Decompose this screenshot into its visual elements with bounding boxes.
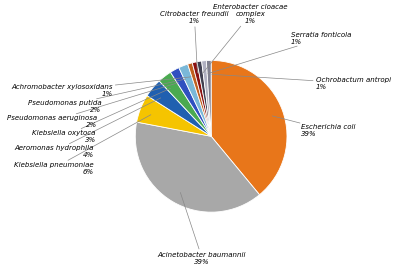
Wedge shape	[179, 64, 211, 136]
Text: Citrobacter freundii
1%: Citrobacter freundii 1%	[160, 11, 229, 73]
Wedge shape	[159, 72, 211, 136]
Wedge shape	[192, 62, 211, 136]
Wedge shape	[197, 61, 211, 136]
Text: Aeromonas hydrophila
4%: Aeromonas hydrophila 4%	[14, 98, 161, 158]
Text: Klebsiella pneumoniae
6%: Klebsiella pneumoniae 6%	[14, 115, 151, 175]
Wedge shape	[135, 122, 260, 212]
Text: Enterobacter cloacae
complex
1%: Enterobacter cloacae complex 1%	[203, 4, 288, 73]
Wedge shape	[206, 61, 211, 136]
Text: Klebsiella oxytoca
3%: Klebsiella oxytoca 3%	[32, 88, 170, 143]
Text: Acinetobacter baumannii
39%: Acinetobacter baumannii 39%	[158, 192, 246, 265]
Wedge shape	[188, 63, 211, 136]
Text: Escherichia coli
39%: Escherichia coli 39%	[272, 116, 355, 137]
Wedge shape	[211, 61, 287, 195]
Text: Ochrobactum antropi
1%: Ochrobactum antropi 1%	[212, 74, 391, 90]
Text: Pseudomonas aeruginosa
2%: Pseudomonas aeruginosa 2%	[7, 83, 178, 128]
Wedge shape	[202, 61, 211, 136]
Text: Pseudomonas putida
2%: Pseudomonas putida 2%	[28, 79, 186, 113]
Text: Achromobacter xylosoxidans
1%: Achromobacter xylosoxidans 1%	[11, 77, 191, 97]
Wedge shape	[137, 96, 211, 136]
Wedge shape	[147, 81, 211, 136]
Wedge shape	[170, 68, 211, 136]
Text: Serratia fonticola
1%: Serratia fonticola 1%	[208, 32, 351, 73]
